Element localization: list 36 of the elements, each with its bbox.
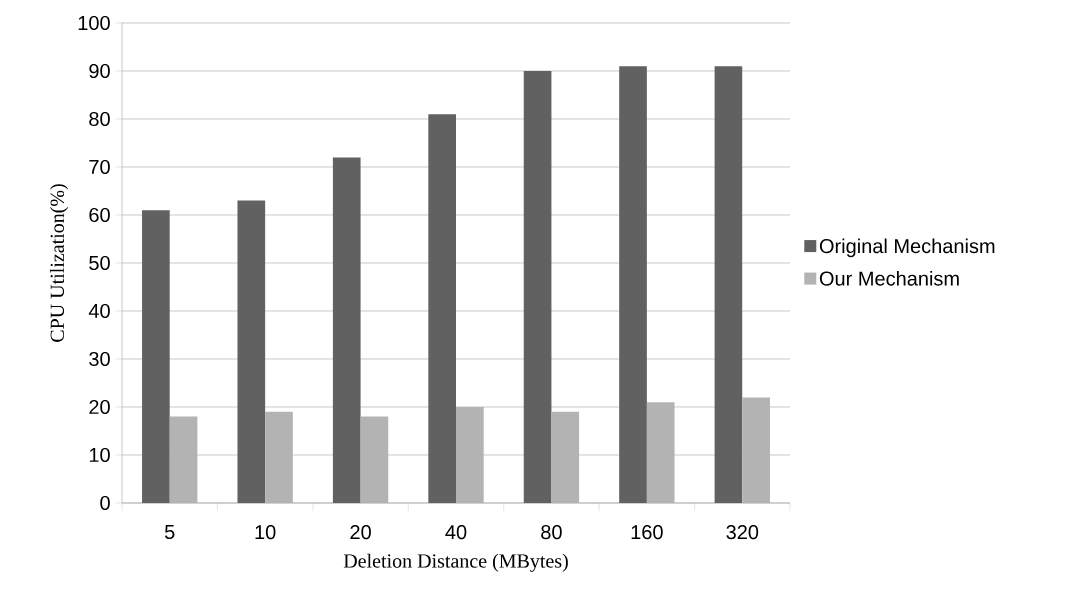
legend-label: Our Mechanism [819, 270, 959, 286]
x-tick-label: 20 [350, 525, 371, 540]
bar [265, 411, 293, 503]
bar [742, 397, 770, 503]
bar [714, 66, 743, 503]
y-tick-label: 30 [89, 351, 110, 367]
bar [237, 200, 266, 503]
y-tick-label: 100 [78, 15, 110, 31]
x-tick-label: 5 [164, 525, 175, 539]
y-tick-label: 0 [100, 495, 110, 511]
x-axis-title: Deletion Distance (MBytes) [343, 553, 568, 572]
bar [646, 402, 675, 503]
y-tick-label: 40 [88, 303, 110, 319]
x-tick-label: 320 [726, 525, 759, 540]
y-tick-label: 80 [89, 111, 110, 127]
bar [142, 210, 170, 503]
legend-label: Original Mechanism [819, 238, 995, 258]
y-tick-label: 50 [89, 255, 110, 271]
y-axis-title: CPU Utilization(%) [49, 184, 69, 342]
bar [619, 66, 647, 503]
y-tick-label: 90 [89, 63, 110, 79]
bar [332, 157, 361, 503]
y-tick-label: 20 [89, 399, 110, 415]
bar [523, 70, 552, 503]
y-tick-label: 60 [89, 207, 110, 223]
bar [456, 406, 484, 503]
y-tick-label: 70 [89, 159, 110, 175]
x-tick-label: 40 [445, 525, 467, 540]
y-tick-label: 10 [89, 447, 110, 463]
bar [360, 416, 389, 503]
bar [551, 411, 580, 503]
x-tick-label: 80 [541, 525, 562, 540]
x-tick-label: 10 [255, 525, 276, 540]
bar [428, 114, 457, 503]
bar [169, 416, 198, 503]
x-tick-label: 160 [631, 525, 663, 540]
